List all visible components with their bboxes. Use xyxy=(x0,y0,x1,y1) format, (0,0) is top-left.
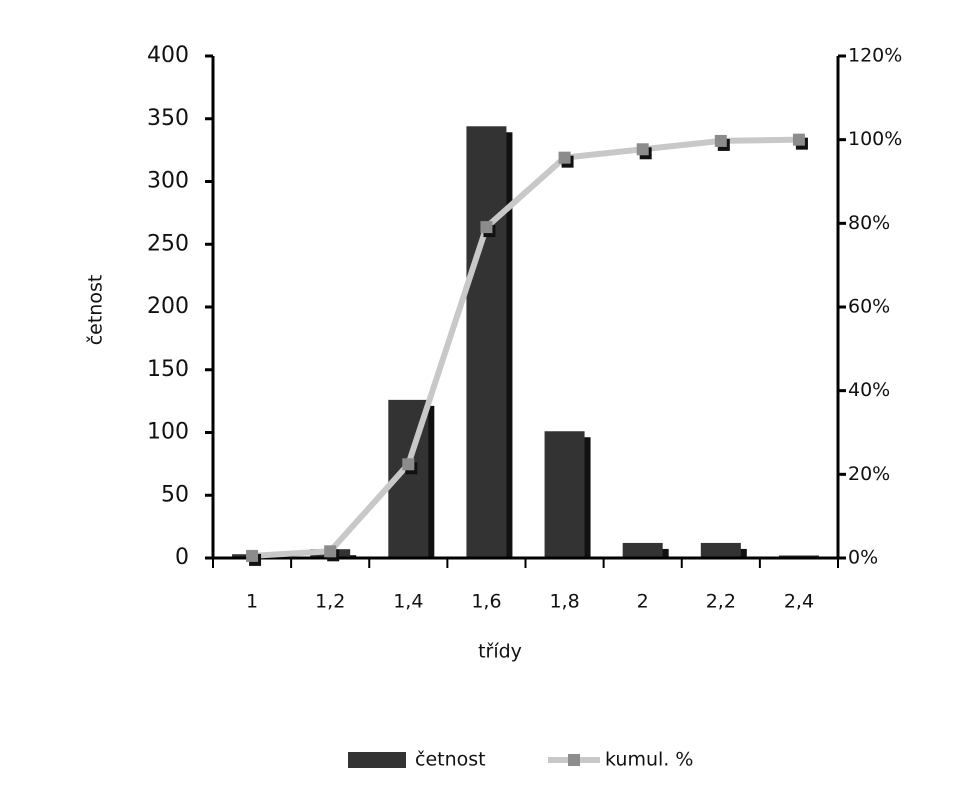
legend-label: četnost xyxy=(415,749,486,771)
y2-tick-label: 120% xyxy=(848,45,902,67)
x-tick-label: 1,4 xyxy=(393,591,423,613)
y2-tick-label: 100% xyxy=(848,128,902,150)
y-tick-label: 50 xyxy=(161,482,189,507)
marker xyxy=(402,458,415,471)
y2-tick-label: 20% xyxy=(848,463,890,485)
x-tick-label: 2,2 xyxy=(706,591,736,613)
legend-swatch xyxy=(348,752,406,768)
x-tick-label: 1,8 xyxy=(549,591,579,613)
y-tick-label: 200 xyxy=(147,294,189,319)
marker xyxy=(714,134,727,147)
y-tick-label: 150 xyxy=(147,357,189,382)
x-tick-label: 1,2 xyxy=(315,591,345,613)
y-tick-label: 100 xyxy=(147,420,189,445)
bar xyxy=(622,542,663,558)
legend-label: kumul. % xyxy=(605,749,693,771)
y2-tick-label: 40% xyxy=(848,379,890,401)
y2-tick-label: 0% xyxy=(848,547,878,569)
legend-marker xyxy=(568,754,580,766)
x-axis-title: třídy xyxy=(478,641,522,663)
y-tick-label: 0 xyxy=(175,545,189,570)
x-tick-label: 1,6 xyxy=(471,591,501,613)
marker xyxy=(480,221,493,234)
y2-tick-label: 80% xyxy=(848,212,890,234)
marker xyxy=(636,143,649,156)
marker xyxy=(324,545,337,558)
bar xyxy=(544,431,585,558)
x-tick-label: 1 xyxy=(246,591,258,613)
x-tick-label: 2 xyxy=(637,591,649,613)
y2-tick-label: 60% xyxy=(848,296,890,318)
y-tick-label: 400 xyxy=(147,43,189,68)
bar xyxy=(700,542,741,558)
marker xyxy=(558,151,571,164)
marker xyxy=(246,549,259,562)
line xyxy=(251,136,799,559)
y-axis-title: četnost xyxy=(85,275,107,346)
bar xyxy=(466,126,507,558)
y-tick-label: 300 xyxy=(147,169,189,194)
y-tick-label: 250 xyxy=(147,231,189,256)
marker xyxy=(792,133,805,146)
x-tick-label: 2,4 xyxy=(784,591,814,613)
y-tick-label: 350 xyxy=(147,106,189,131)
